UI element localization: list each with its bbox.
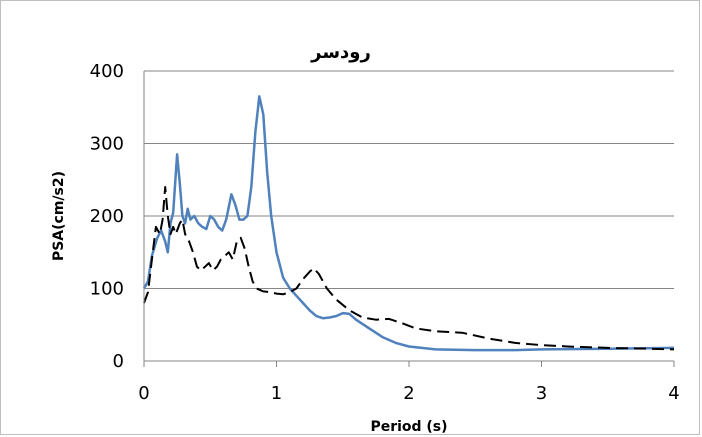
x-tick-label: 2 [403,383,414,404]
x-tick-label: 4 [668,383,679,404]
series-line-solid [142,95,675,352]
chart-title: رودسر [310,42,371,63]
series-line-dashed [143,186,675,351]
y-tick-label: 300 [90,134,124,155]
grid-layer [144,70,674,362]
y-tick-label: 400 [90,61,124,82]
y-tick-label: 200 [90,206,124,227]
x-tick-label: 0 [138,383,149,404]
y-tick-label: 0 [113,351,124,372]
y-axis-title: PSA(cm/s2) [51,171,67,261]
y-tick-label: 100 [90,279,124,300]
x-tick-label: 1 [271,383,282,404]
axis-layer: 0 100 200 300 400 0 1 2 3 4 [90,61,680,404]
x-axis-title: Period (s) [370,419,447,435]
x-tick-label: 3 [536,383,547,404]
series-layer [142,95,675,352]
